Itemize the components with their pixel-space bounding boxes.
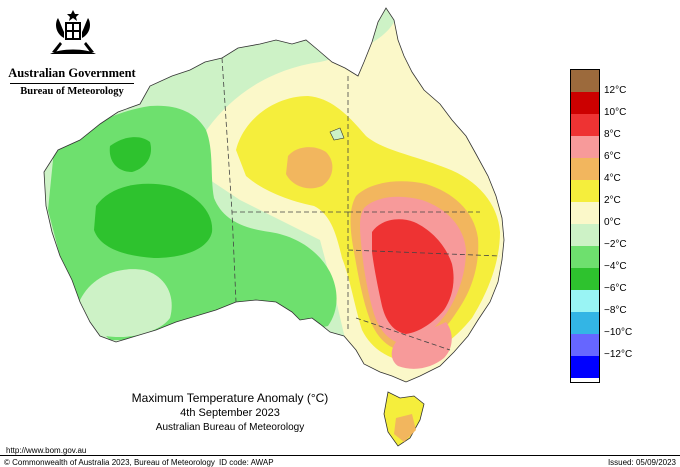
island — [329, 127, 345, 141]
footer-issued-date: Issued: 05/09/2023 — [607, 458, 676, 467]
footer-id-code: ID code: AWAP — [219, 458, 274, 467]
map-title-block: Maximum Temperature Anomaly (°C) 4th Sep… — [110, 390, 350, 434]
legend-swatch — [571, 312, 599, 334]
legend-label: −12°C — [604, 349, 633, 360]
legend-label: 12°C — [604, 85, 627, 96]
coastline — [43, 7, 505, 383]
coat-of-arms-icon — [50, 10, 96, 54]
legend-swatch — [571, 268, 599, 290]
legend-color-bar — [570, 69, 600, 383]
map-title: Maximum Temperature Anomaly (°C) — [131, 391, 329, 405]
legend-swatch — [571, 202, 599, 224]
legend-label: 0°C — [604, 217, 621, 228]
legend-label: 8°C — [604, 129, 621, 140]
branding-divider — [10, 83, 134, 84]
legend-swatch — [571, 180, 599, 202]
legend-label: −2°C — [604, 239, 627, 250]
footer-divider — [0, 455, 680, 456]
legend-swatch — [571, 70, 599, 92]
legend-label: −6°C — [604, 283, 627, 294]
agency-name: Bureau of Meteorology — [20, 86, 124, 97]
map-date: 4th September 2023 — [180, 407, 280, 419]
legend-swatch — [571, 114, 599, 136]
legend-label: 2°C — [604, 195, 621, 206]
legend-swatch — [571, 92, 599, 114]
legend-label: 10°C — [604, 107, 627, 118]
anomaly-fill — [44, 8, 504, 382]
legend-swatch — [571, 224, 599, 246]
footer-copyright: © Commonwealth of Australia 2023, Bureau… — [4, 458, 215, 467]
legend-label: 4°C — [604, 173, 621, 184]
legend-swatch — [571, 246, 599, 268]
government-logo: Australian Government Bureau of Meteorol… — [8, 8, 136, 98]
map-source: Australian Bureau of Meteorology — [155, 422, 305, 433]
footer-url-link[interactable]: http://www.bom.gov.au — [6, 446, 87, 455]
legend-label: −4°C — [604, 261, 627, 272]
legend-swatch — [571, 356, 599, 378]
legend-swatch — [571, 158, 599, 180]
tasmania-warm-region — [394, 414, 416, 442]
legend-label: −8°C — [604, 305, 627, 316]
legend-swatch — [571, 290, 599, 312]
legend-swatch — [571, 334, 599, 356]
legend-label: −10°C — [604, 327, 633, 338]
legend-swatch — [571, 136, 599, 158]
state-borders — [221, 57, 501, 351]
government-title: Australian Government — [8, 66, 136, 80]
legend-label: 6°C — [604, 151, 621, 162]
